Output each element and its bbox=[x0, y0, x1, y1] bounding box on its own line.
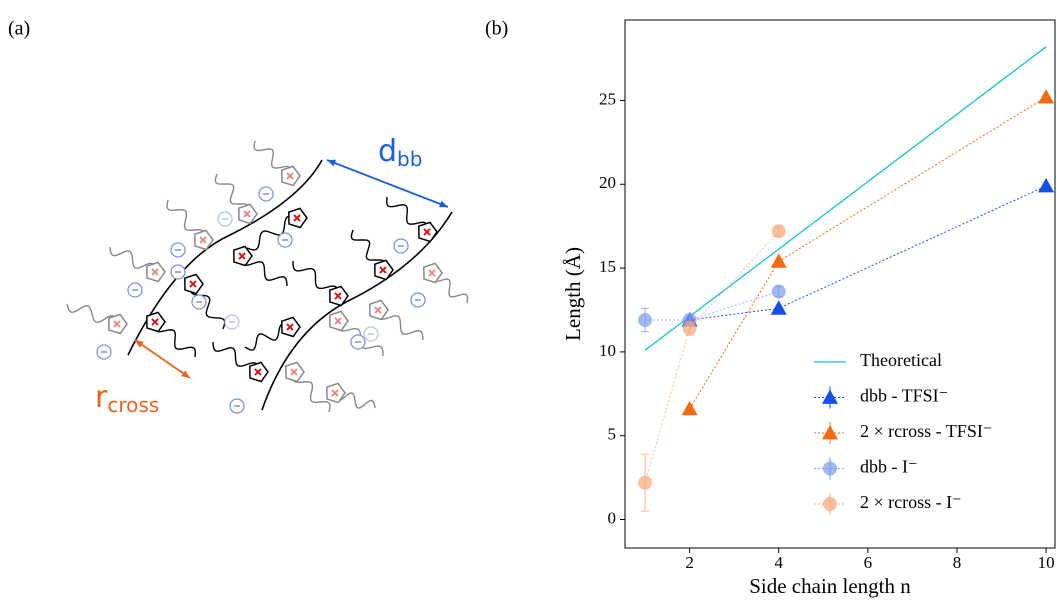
marker bbox=[771, 224, 786, 239]
marker bbox=[770, 253, 787, 268]
arrow-head bbox=[439, 200, 448, 208]
y-tick-label: 0 bbox=[608, 508, 617, 527]
cation-charge bbox=[374, 306, 382, 314]
side-chain bbox=[377, 309, 424, 341]
cation-charge bbox=[113, 320, 121, 328]
cation-charge bbox=[199, 236, 207, 244]
side-chain bbox=[109, 246, 156, 273]
cation-charge bbox=[428, 269, 436, 277]
plot-frame bbox=[624, 19, 1056, 549]
backbone bbox=[261, 211, 453, 411]
y-tick-label: 25 bbox=[599, 89, 616, 108]
y-tick-label: 10 bbox=[599, 341, 616, 360]
y-tick-label: 20 bbox=[599, 173, 616, 192]
marker bbox=[771, 284, 786, 299]
side-chain bbox=[190, 283, 226, 330]
marker bbox=[822, 425, 838, 440]
arrow-head bbox=[181, 370, 190, 378]
x-tick-label: 4 bbox=[774, 553, 783, 572]
side-chain bbox=[253, 140, 292, 177]
x-tick-label: 2 bbox=[685, 553, 694, 572]
side-chain bbox=[246, 215, 298, 251]
marker bbox=[823, 497, 837, 511]
cation-charge bbox=[243, 210, 251, 218]
marker bbox=[638, 313, 653, 328]
series-line bbox=[645, 291, 779, 321]
cation-charge bbox=[286, 172, 294, 180]
arrow-head bbox=[135, 340, 144, 348]
legend-label: 2 × rcross - TFSI⁻ bbox=[860, 421, 992, 441]
marker bbox=[1038, 177, 1055, 193]
marker bbox=[822, 389, 838, 404]
diagram-label: rcross bbox=[95, 380, 159, 417]
side-chain bbox=[212, 341, 259, 373]
cation-charge bbox=[286, 323, 294, 331]
side-chain bbox=[66, 303, 118, 325]
cation-charge bbox=[254, 368, 262, 376]
cation-charge bbox=[293, 214, 301, 222]
panel-label: (a) bbox=[8, 18, 30, 40]
legend-label: 2 × rcross - I⁻ bbox=[860, 492, 962, 512]
cation-charge bbox=[290, 368, 298, 376]
x-axis-label: Side chain length n bbox=[749, 574, 911, 598]
side-chain bbox=[244, 323, 291, 351]
cation-charge bbox=[331, 389, 339, 397]
marker bbox=[770, 300, 787, 315]
side-chain bbox=[214, 173, 250, 215]
arrow bbox=[326, 159, 449, 208]
side-chain bbox=[385, 196, 429, 233]
cation-charge bbox=[423, 228, 431, 236]
y-tick-label: 15 bbox=[599, 257, 616, 276]
cation-charge bbox=[151, 318, 159, 326]
marker bbox=[638, 475, 653, 490]
cation-charge bbox=[151, 268, 159, 276]
side-chain bbox=[292, 261, 339, 296]
side-chain bbox=[241, 255, 288, 287]
marker bbox=[823, 461, 837, 476]
marker bbox=[681, 400, 698, 416]
backbone bbox=[127, 159, 323, 356]
cation-charge bbox=[379, 266, 387, 274]
legend-label: dbb - I⁻ bbox=[860, 457, 918, 477]
series-line bbox=[644, 46, 1047, 351]
y-tick-label: 5 bbox=[608, 425, 617, 444]
chart: 2 4 6 8 10 0 5 10 15 20 25 Side chain length n Lengt… bbox=[561, 19, 1056, 598]
y-axis-label: Length (Å) bbox=[561, 247, 585, 341]
legend-label: dbb - TFSI⁻ bbox=[860, 386, 948, 406]
arrow-head bbox=[327, 159, 336, 167]
side-chain bbox=[350, 229, 386, 271]
cation-charge bbox=[334, 317, 342, 325]
x-tick-label: 10 bbox=[1038, 553, 1055, 572]
diagram: dbb rcross bbox=[66, 134, 469, 417]
cation-charge bbox=[334, 292, 342, 300]
diagram-label: dbb bbox=[378, 134, 422, 171]
marker bbox=[682, 321, 697, 336]
side-chain bbox=[166, 199, 205, 241]
series-line bbox=[644, 230, 780, 483]
x-tick-label: 6 bbox=[864, 553, 873, 572]
panel-label: (b) bbox=[485, 18, 508, 40]
legend-label: Theoretical bbox=[860, 350, 942, 370]
x-tick-label: 8 bbox=[953, 553, 962, 572]
cation-charge bbox=[189, 280, 197, 288]
marker bbox=[1038, 89, 1055, 104]
cation-charge bbox=[238, 252, 246, 260]
side-chain bbox=[292, 371, 331, 413]
arrow bbox=[134, 339, 191, 379]
